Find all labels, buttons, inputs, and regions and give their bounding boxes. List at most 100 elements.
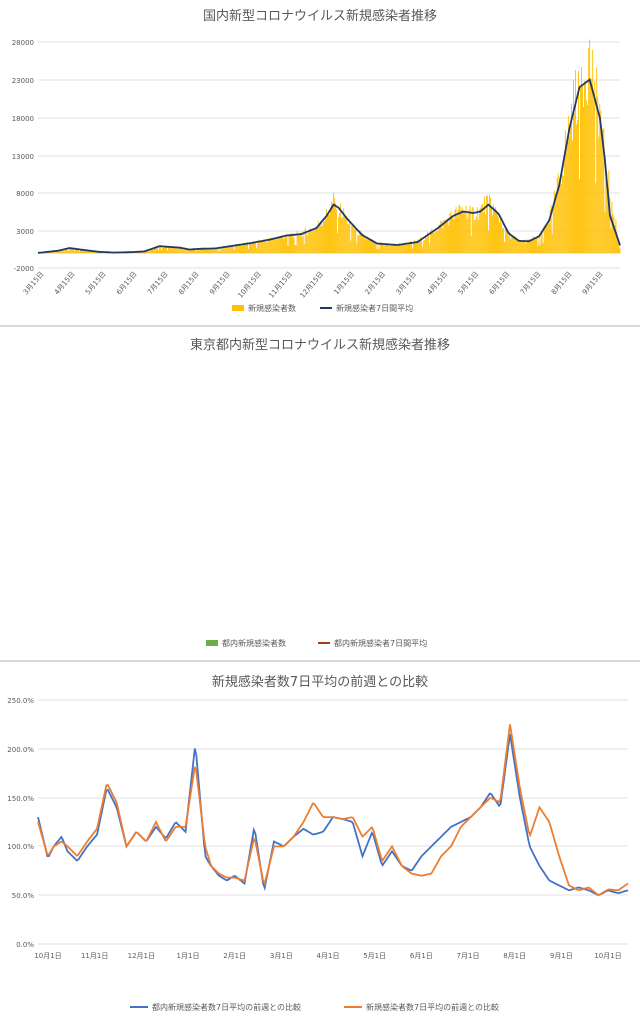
bar [357,235,358,253]
y-tick-label: 28000 [12,39,34,47]
x-tick-label: 10月1日 [594,952,621,960]
bar [195,251,196,253]
bar [165,247,166,253]
bar [335,203,336,253]
x-tick-label: 8月15日 [550,270,574,296]
bar [354,229,355,253]
bar [241,246,242,253]
bar [323,221,324,253]
bar [320,226,321,253]
bar [348,223,349,252]
bar [592,50,593,253]
bar [267,240,268,253]
bar [271,239,272,253]
x-tick-label: 5月15日 [84,270,108,296]
bar [352,224,353,253]
bar [302,237,303,253]
series-line [38,734,628,895]
bar [409,245,410,253]
bar [548,224,549,253]
bar [400,246,401,253]
bar [422,247,423,253]
bar [526,241,527,253]
bar [356,243,357,253]
bar [72,249,73,253]
bar [183,249,184,253]
bar [262,242,263,253]
x-tick-label: 5月15日 [457,270,481,296]
bar [454,220,455,253]
bar [435,232,436,253]
bar [413,243,414,253]
bar [479,209,480,252]
bar [393,245,394,253]
bar [190,250,191,253]
bar [225,248,226,253]
ratio-chart-svg: 新規感染者数7日平均の前週との比較 250.0%200.0%150.0%100.… [0,662,640,1025]
bar [538,246,539,253]
bar [228,247,229,253]
bar [379,249,380,253]
bar [337,233,338,253]
bar [332,203,333,253]
x-tick-label: 6月15日 [115,270,139,296]
bar [591,79,592,253]
bar [250,244,251,253]
bar [159,247,160,253]
bar [312,232,313,253]
bar [553,207,554,253]
bar [380,244,381,253]
x-tick-label: 8月1日 [503,952,526,960]
bar [512,236,513,253]
bar [530,241,531,253]
bar [491,207,492,253]
bar [242,244,243,253]
bar [300,235,301,253]
bar [166,247,167,252]
bar [492,215,493,253]
bar [501,223,502,253]
bar [308,233,309,253]
bar [598,137,599,253]
bar [370,239,371,253]
bar [158,250,159,253]
bar [330,210,331,253]
bar [307,236,308,253]
bar [563,176,564,253]
series-line [38,724,628,895]
bar [472,207,473,253]
bar [202,250,203,253]
bar [229,247,230,253]
bar [314,231,315,253]
bar [259,242,260,253]
bar [299,236,300,253]
bar [439,225,440,253]
bar [265,240,266,253]
bar [424,240,425,253]
bar [446,221,447,253]
bar [480,208,481,253]
bar [438,225,439,253]
bar [274,239,275,253]
bar [474,220,475,253]
bar [74,251,75,253]
y-tick-label: 18000 [12,115,34,123]
national-chart-svg: 国内新型コロナウイルス新規感染者推移 280002300018000130008… [0,0,640,325]
bar [309,229,310,253]
chart-title: 新規感染者数7日平均の前週との比較 [212,674,428,690]
legend-label-bar: 都内新規感染者数 [222,638,286,648]
legend-swatch-bar [206,640,218,646]
bar [313,228,314,253]
x-tick-label: 7月15日 [519,270,543,296]
x-tick-label: 4月1日 [317,952,340,960]
bar [468,214,469,253]
bar [233,247,234,253]
legend: 都内新規感染者数7日平均の前週との比較 新規感染者数7日平均の前週との比較 [130,1002,499,1012]
bar [322,226,323,253]
bar [224,248,225,253]
bar [486,195,487,253]
bar [219,248,220,253]
bar [167,250,168,253]
y-tick-label: 200.0% [7,746,34,754]
